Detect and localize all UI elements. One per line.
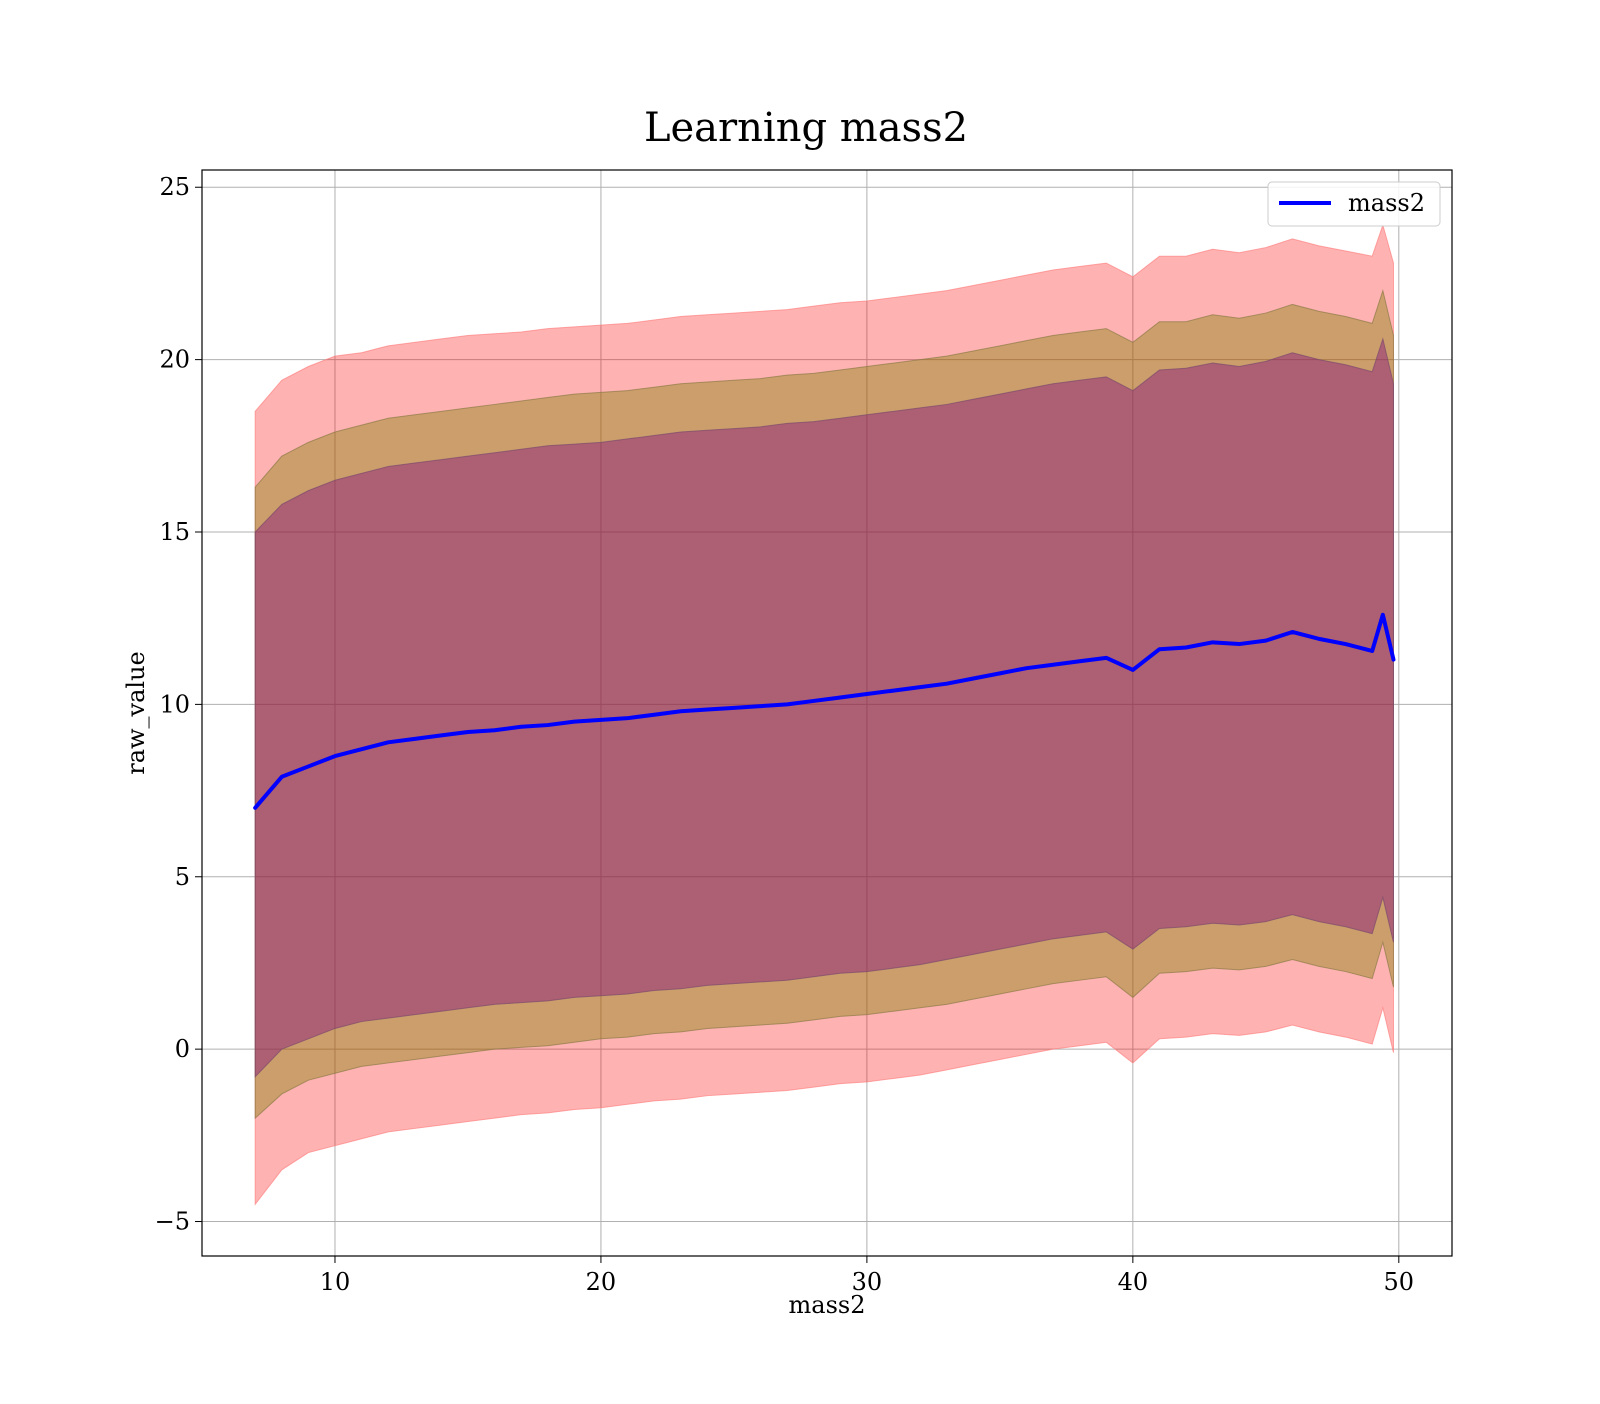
x-axis-label: mass2 bbox=[789, 1291, 866, 1319]
legend-entry-mass2: mass2 bbox=[1348, 189, 1425, 217]
band-middle bbox=[254, 288, 1394, 1120]
y-tick-label: 15 bbox=[159, 518, 190, 546]
x-tick-label: 50 bbox=[1384, 1268, 1415, 1296]
legend: mass2 bbox=[1267, 181, 1441, 227]
ticks: 10 20 30 40 50 −5 0 5 10 15 20 25 bbox=[155, 173, 1414, 1296]
y-tick-label: 5 bbox=[175, 863, 190, 891]
y-tick-label: 20 bbox=[159, 346, 190, 374]
plot-frame bbox=[201, 169, 1453, 1257]
y-tick-label: 10 bbox=[159, 690, 190, 718]
line-layer bbox=[253, 612, 1396, 810]
x-tick-label: 20 bbox=[586, 1268, 617, 1296]
confidence-bands bbox=[254, 223, 1394, 1206]
y-tick-label: −5 bbox=[155, 1208, 190, 1236]
x-tick-label: 30 bbox=[852, 1268, 883, 1296]
x-tick-label: 10 bbox=[320, 1268, 351, 1296]
band-outer bbox=[254, 223, 1394, 1206]
legend-box bbox=[1267, 181, 1441, 227]
y-tick-label: 0 bbox=[175, 1035, 190, 1063]
y-axis-label: raw_value bbox=[122, 651, 150, 775]
series-line-mass2 bbox=[253, 612, 1396, 810]
y-tick-label: 25 bbox=[159, 173, 190, 201]
x-tick-label: 40 bbox=[1118, 1268, 1149, 1296]
grid bbox=[202, 170, 1452, 1256]
band-inner bbox=[254, 337, 1394, 1078]
chart-title: Learning mass2 bbox=[644, 105, 968, 151]
